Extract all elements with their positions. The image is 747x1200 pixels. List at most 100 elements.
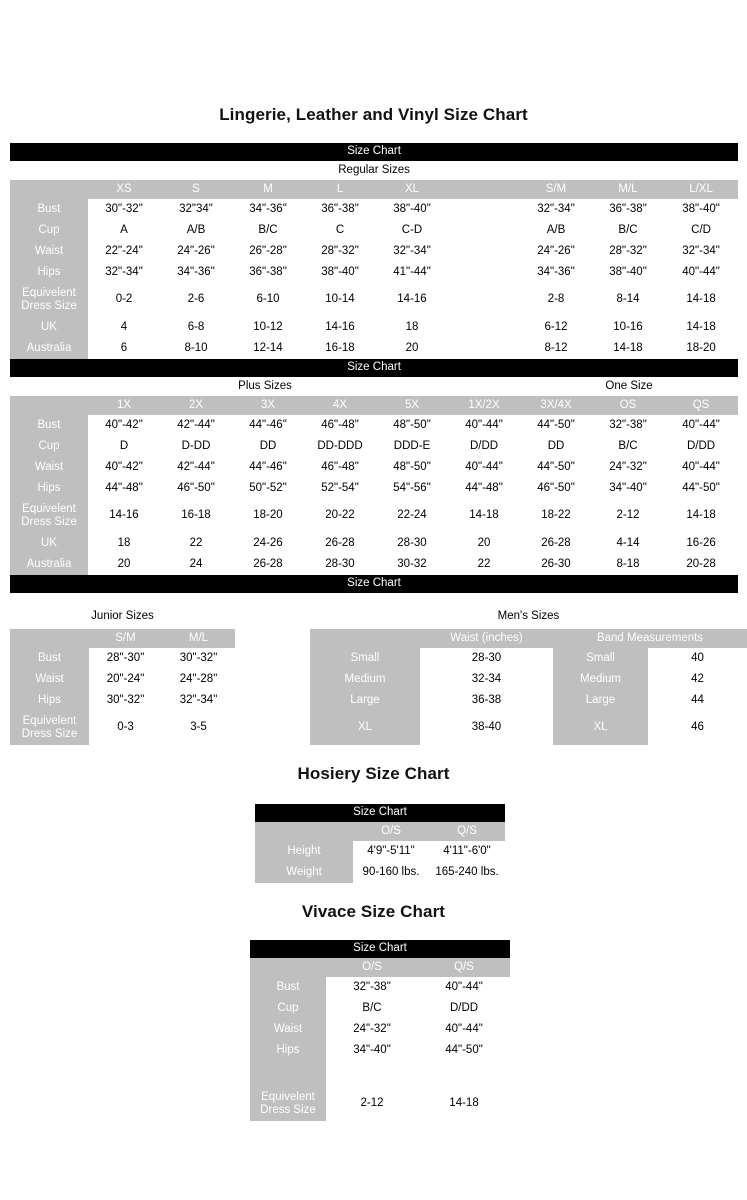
row-label-equivalent-dress-size: Equivelent Dress Size [10,499,88,533]
table-row: Height 4'9"-5'11" 4'11"-6'0" [255,841,506,862]
cell: 16-18 [304,338,376,359]
table-row: Australia 6 8-10 12-14 16-18 20 8-12 14-… [10,338,739,359]
cell: 52"-54" [304,478,376,499]
table-row: Small 28-30 Small 40 [310,648,747,669]
cell [448,338,520,359]
cell: 22 [448,554,520,575]
regular-corner-cell [10,180,88,199]
cell: D/DD [664,436,739,457]
cell: 20-28 [664,554,739,575]
row-label-cup: Cup [250,998,326,1019]
equivalent-label-line2: Dress Size [21,300,77,312]
table-row: Waist 22"-24" 24"-26" 26"-28" 28"-32" 32… [10,241,739,262]
vivace-size-table: Size Chart O/S Q/S Bust 32"-38" 40"-44" … [250,940,511,1121]
cell: 18 [88,533,160,554]
cell: 40"-44" [448,457,520,478]
cell: 20 [88,554,160,575]
hosiery-size-table: Size Chart O/S Q/S Height 4'9"-5'11" 4'1… [255,804,506,883]
table-row: Waist 20"-24" 24"-28" [10,669,235,690]
cell: 40"-44" [664,457,739,478]
cell: D-DD [160,436,232,457]
cell: 34"-36" [232,199,304,220]
cell: 44"-46" [232,457,304,478]
cell: 30"-32" [88,199,160,220]
size-chart-banner: Size Chart [255,804,506,822]
cell: C/D [664,220,739,241]
plus-corner-cell [10,396,88,415]
cell: 38"-40" [304,262,376,283]
page-title-vivace: Vivace Size Chart [301,902,446,921]
row-label-australia: Australia [10,554,88,575]
plus-caption-row: Plus Sizes One Size [10,377,739,396]
row-label-small: Small [310,648,420,669]
spacer-label-cell [250,1061,326,1087]
cell: 44"-46" [232,415,304,436]
cell: 20 [448,533,520,554]
plus-col-1x: 1X [88,396,160,415]
cell: 4 [88,317,160,338]
cell: 44"-50" [520,457,592,478]
plus-col-os: OS [592,396,664,415]
cell: C-D [376,220,448,241]
page-title-lingerie: Lingerie, Leather and Vinyl Size Chart [219,105,528,124]
cell: 6-10 [232,283,304,317]
cell [448,199,520,220]
cell: 24 [160,554,232,575]
cell: 34"-36" [160,262,232,283]
cell: 8-12 [520,338,592,359]
plus-col-3x: 3X [232,396,304,415]
row-label-large: Large [310,690,420,711]
cell: 40"-44" [664,262,739,283]
band-label-small: Small [553,648,648,669]
vivace-col-os: O/S [326,958,418,977]
cell: 10-14 [304,283,376,317]
regular-col-ml: M/L [592,180,664,199]
hosiery-size-chart-bar: Size Chart [255,804,506,822]
cell: 14-18 [592,338,664,359]
cell: 32"-34" [88,262,160,283]
cell: 34"-36" [520,262,592,283]
cell: 40"-44" [448,415,520,436]
cell: 54"-56" [376,478,448,499]
table-row: Waist 24"-32" 40"-44" [250,1019,511,1040]
cell [448,283,520,317]
table-row: Bust 40"-42" 42"-44" 44"-46" 46"-48" 48"… [10,415,739,436]
cell: 14-16 [376,283,448,317]
size-chart-banner: Size Chart [10,575,738,593]
cell-waist: 38-40 [420,711,553,745]
row-label-bust: Bust [10,415,88,436]
cell: 14-16 [88,499,160,533]
cell: 18-20 [232,499,304,533]
row-label-waist: Waist [10,457,88,478]
table-row: Hips 32"-34" 34"-36" 36"-38" 38"-40" 41"… [10,262,739,283]
cell: 38"-40" [592,262,664,283]
cell: 24"-32" [326,1019,418,1040]
cell-band: 42 [648,669,747,690]
hosiery-header-row: O/S Q/S [255,822,506,841]
regular-sizes-table: Size Chart Regular Sizes XS S M L XL S/M… [10,143,739,359]
mens-header-row: Waist (inches) Band Measurements [310,629,747,648]
cell-band: 46 [648,711,747,745]
cell: 38"-40" [376,199,448,220]
row-label-xl: XL [310,711,420,745]
cell: 32"-38" [592,415,664,436]
regular-col-lxl: L/XL [664,180,739,199]
row-label-height: Height [255,841,353,862]
cell: 26-30 [520,554,592,575]
cell: DD-DDD [304,436,376,457]
cell: 14-18 [418,1087,511,1121]
plus-col-5x: 5X [376,396,448,415]
equivalent-label-line2: Dress Size [21,728,78,740]
regular-size-chart-bar: Size Chart [10,143,739,161]
row-label-hips: Hips [10,690,89,711]
table-row: Equivelent Dress Size 0-3 3-5 [10,711,235,745]
equivalent-label-line1: Equivelent [22,286,76,299]
table-row: XL 38-40 XL 46 [310,711,747,745]
row-label-hips: Hips [10,478,88,499]
cell: 2-8 [520,283,592,317]
table-row: Waist 40"-42" 42"-44" 44"-46" 46"-48" 48… [10,457,739,478]
cell-waist: 32-34 [420,669,553,690]
cell: 40"-44" [418,977,511,998]
cell: 28"-32" [592,241,664,262]
